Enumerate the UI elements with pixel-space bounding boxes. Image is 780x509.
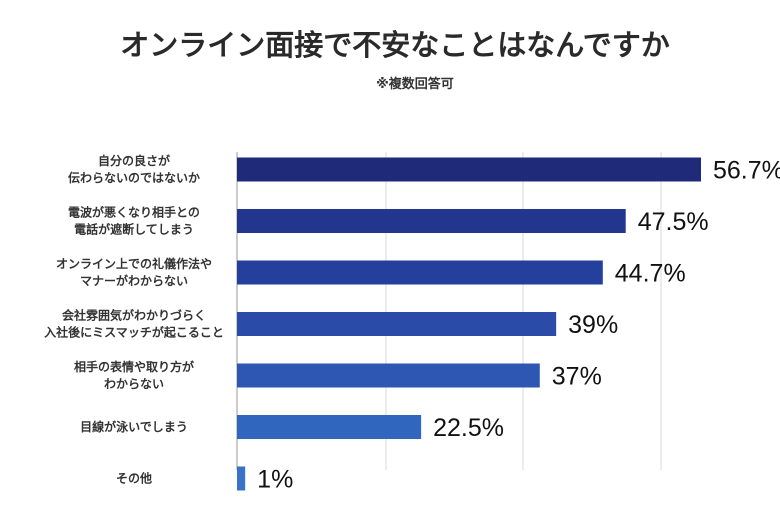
bar bbox=[237, 415, 422, 439]
bar bbox=[237, 363, 540, 388]
category-label: マナーがわからない bbox=[80, 273, 188, 288]
bar bbox=[237, 466, 246, 491]
category-label: 電話が遮断してしまう bbox=[74, 222, 194, 237]
category-label: 電波が悪くなり相手との bbox=[68, 205, 200, 220]
bar bbox=[237, 312, 557, 336]
chart-subtitle: ※複数回答可 bbox=[376, 76, 454, 92]
category-label: 伝わらないのではないか bbox=[68, 170, 200, 185]
value-label: 44.7% bbox=[615, 260, 686, 288]
category-label: わからない bbox=[104, 377, 164, 391]
category-label: 自分の良さが bbox=[98, 153, 170, 168]
category-label: 目線が泳いでしまう bbox=[80, 419, 188, 434]
category-label: オンライン上での礼儀作法や bbox=[56, 256, 212, 271]
value-label: 39% bbox=[568, 311, 618, 339]
value-label: 1% bbox=[257, 466, 293, 494]
value-label: 22.5% bbox=[433, 414, 504, 442]
bars bbox=[237, 157, 701, 491]
chart-title: オンライン面接で不安なことはなんですか bbox=[120, 28, 670, 62]
value-label: 56.7% bbox=[713, 157, 780, 185]
category-label: 入社後にミスマッチが起こること bbox=[44, 325, 224, 340]
value-label: 37% bbox=[552, 363, 602, 391]
category-label: 会社雰囲気がわかりづらく bbox=[62, 308, 206, 323]
category-label: 相手の表情や取り方が bbox=[74, 359, 194, 374]
bar bbox=[237, 260, 603, 285]
value-labels: 56.7%47.5% 44.7% 39% 37% 22.5% 1% bbox=[257, 157, 780, 494]
category-label: その他 bbox=[116, 471, 152, 486]
value-label: 47.5% bbox=[638, 208, 709, 236]
bar bbox=[237, 209, 626, 233]
category-labels: 自分の良さが伝わらないのではないか電波が悪くなり相手との電話が遮断してしまうオン… bbox=[44, 153, 224, 486]
bar bbox=[237, 157, 701, 182]
